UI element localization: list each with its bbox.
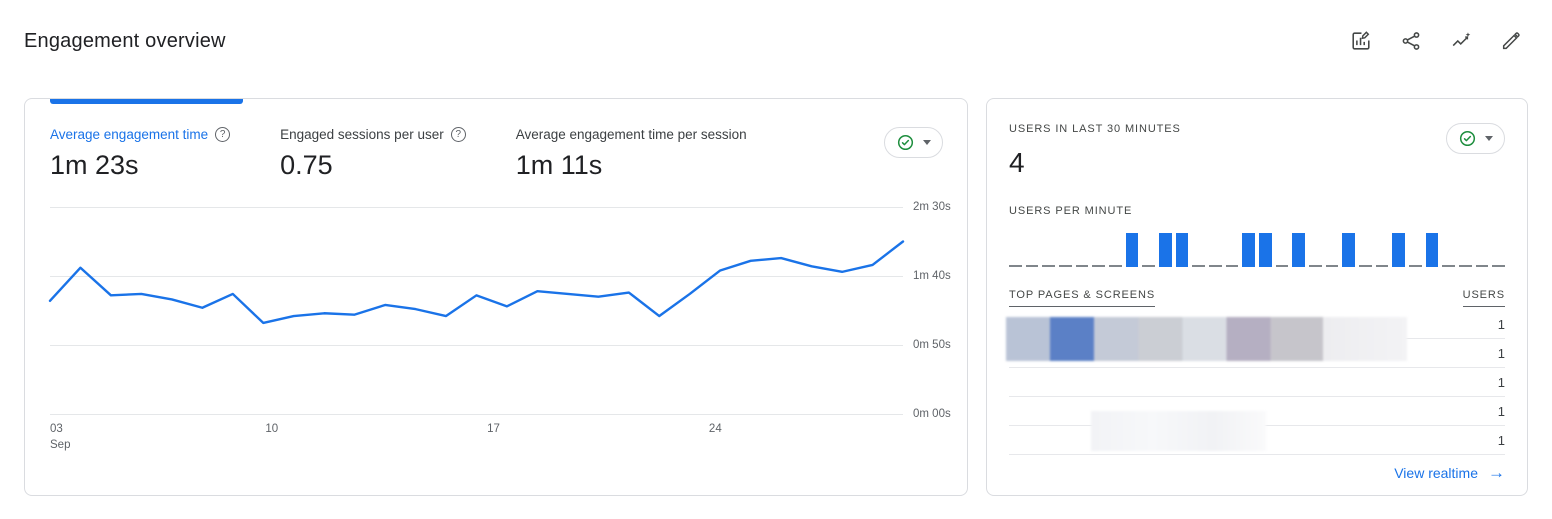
row-users-value: 1	[1497, 316, 1505, 332]
minute-bar	[1209, 265, 1222, 267]
users-per-minute-label: USERS PER MINUTE	[1009, 205, 1133, 217]
tab-engaged-sessions-per-user[interactable]: Engaged sessions per user ? 0.75	[280, 127, 466, 181]
x-axis-tick: 03 Sep	[50, 423, 71, 451]
users-per-minute-chart	[1009, 227, 1506, 267]
minute-bar	[1109, 265, 1122, 267]
metric-label: Average engagement time per session	[515, 127, 747, 142]
minute-bar	[1175, 233, 1189, 267]
active-tab-indicator	[50, 99, 243, 104]
metric-value: 1m 23s	[50, 150, 139, 180]
y-axis-tick: 0m 50s	[913, 338, 951, 351]
y-axis-tick: 2m 30s	[913, 201, 951, 213]
minute-bar	[1225, 265, 1239, 267]
gridline	[50, 414, 903, 415]
data-quality-check-icon	[1459, 130, 1476, 147]
minute-bar	[1409, 265, 1422, 267]
metric-label: Average engagement time	[50, 127, 209, 142]
header-icons	[1350, 30, 1522, 52]
gridline	[50, 275, 903, 277]
users-last-30-label: USERS IN LAST 30 MINUTES	[1009, 123, 1181, 135]
metric-value: 0.75	[280, 150, 333, 180]
view-realtime-link[interactable]: View realtime →	[1394, 464, 1505, 481]
minute-bar	[1459, 265, 1472, 267]
customize-chart-icon[interactable]	[1350, 30, 1372, 52]
topbar: Engagement overview	[0, 0, 1552, 62]
column-header-users: USERS	[1462, 289, 1505, 307]
minute-bar	[1125, 233, 1139, 267]
minute-bar	[1275, 265, 1289, 267]
row-users-value: 1	[1497, 403, 1505, 419]
metric-value: 1m 11s	[515, 150, 603, 180]
x-axis-tick: 24	[708, 423, 722, 435]
minute-bar	[1159, 233, 1172, 267]
x-axis-tick: 10	[265, 423, 279, 435]
minute-bar	[1242, 233, 1256, 267]
engagement-x-axis: 03 Sep 10 17 24	[50, 422, 903, 458]
page-title: Engagement overview	[24, 29, 226, 52]
minute-bar	[1059, 265, 1072, 267]
engagement-line	[50, 242, 903, 323]
tab-avg-engagement-time-per-session[interactable]: Average engagement time per session 1m 1…	[516, 127, 747, 181]
table-row[interactable]: 1	[1009, 339, 1505, 368]
engagement-plot	[50, 207, 903, 415]
engagement-line-chart: 2m 30s 1m 40s 0m 50s 0m 00s 03 Sep 10 17 24	[50, 201, 967, 458]
metric-tabs: Average engagement time ? 1m 23s Engaged…	[25, 99, 967, 181]
row-users-value: 1	[1497, 374, 1505, 390]
data-quality-dropdown[interactable]	[884, 127, 943, 158]
minute-bar	[1442, 265, 1456, 267]
engagement-y-axis: 2m 30s 1m 40s 0m 50s 0m 00s	[903, 201, 967, 420]
gridline	[50, 344, 903, 346]
x-axis-tick: 17	[487, 423, 500, 435]
view-realtime-label: View realtime	[1394, 464, 1478, 481]
data-quality-check-icon	[897, 134, 914, 151]
minute-bar	[1342, 233, 1356, 267]
y-axis-tick: 1m 40s	[913, 269, 951, 282]
table-row[interactable]: 1	[1009, 368, 1505, 397]
minute-bar	[1375, 265, 1389, 267]
minute-bar	[1075, 265, 1089, 267]
column-header-pages: TOP PAGES & SCREENS	[1009, 289, 1156, 307]
engagement-overview-card: Average engagement time ? 1m 23s Engaged…	[24, 98, 968, 496]
help-icon[interactable]: ?	[450, 127, 466, 142]
users-last-30-value: 4	[1009, 147, 1025, 178]
minute-bar	[1192, 265, 1206, 267]
minute-bar	[1325, 265, 1339, 267]
minute-bar	[1292, 233, 1306, 267]
minute-bar	[1309, 265, 1322, 267]
share-icon[interactable]	[1400, 30, 1422, 52]
top-pages-rows: 1 1 1 1 1	[1006, 310, 1505, 455]
tab-average-engagement-time[interactable]: Average engagement time ? 1m 23s	[50, 127, 231, 181]
metric-label: Engaged sessions per user	[280, 127, 444, 142]
insights-icon[interactable]	[1450, 30, 1472, 52]
line-chart-svg	[50, 207, 903, 414]
row-users-value: 1	[1497, 345, 1505, 361]
table-row[interactable]: 1	[1009, 426, 1505, 455]
minute-bar	[1425, 233, 1439, 267]
data-quality-dropdown[interactable]	[1446, 123, 1505, 154]
y-axis-tick: 0m 00s	[913, 408, 951, 420]
gridline	[50, 207, 903, 208]
minute-bar	[1359, 265, 1372, 267]
minute-bar	[1142, 265, 1156, 267]
edit-icon[interactable]	[1500, 30, 1522, 52]
minute-bar	[1009, 265, 1022, 267]
help-icon[interactable]: ?	[215, 127, 231, 142]
top-pages-table-header: TOP PAGES & SCREENS USERS	[1009, 289, 1505, 307]
minute-bar	[1475, 265, 1489, 267]
minute-bar	[1492, 265, 1506, 267]
minute-bar	[1042, 265, 1056, 267]
chevron-down-icon	[923, 140, 931, 145]
arrow-right-icon: →	[1488, 463, 1505, 482]
redacted-page-names	[1006, 317, 1407, 361]
redacted-page-names	[1091, 411, 1266, 451]
row-users-value: 1	[1497, 432, 1505, 448]
minute-bar	[1392, 233, 1406, 267]
minute-bar	[1092, 265, 1106, 267]
minute-bar	[1259, 233, 1272, 267]
minute-bar	[1025, 265, 1039, 267]
cards-row: Average engagement time ? 1m 23s Engaged…	[0, 62, 1552, 496]
realtime-card: USERS IN LAST 30 MINUTES 4 USERS PER MIN…	[986, 98, 1528, 496]
chevron-down-icon	[1485, 136, 1493, 141]
